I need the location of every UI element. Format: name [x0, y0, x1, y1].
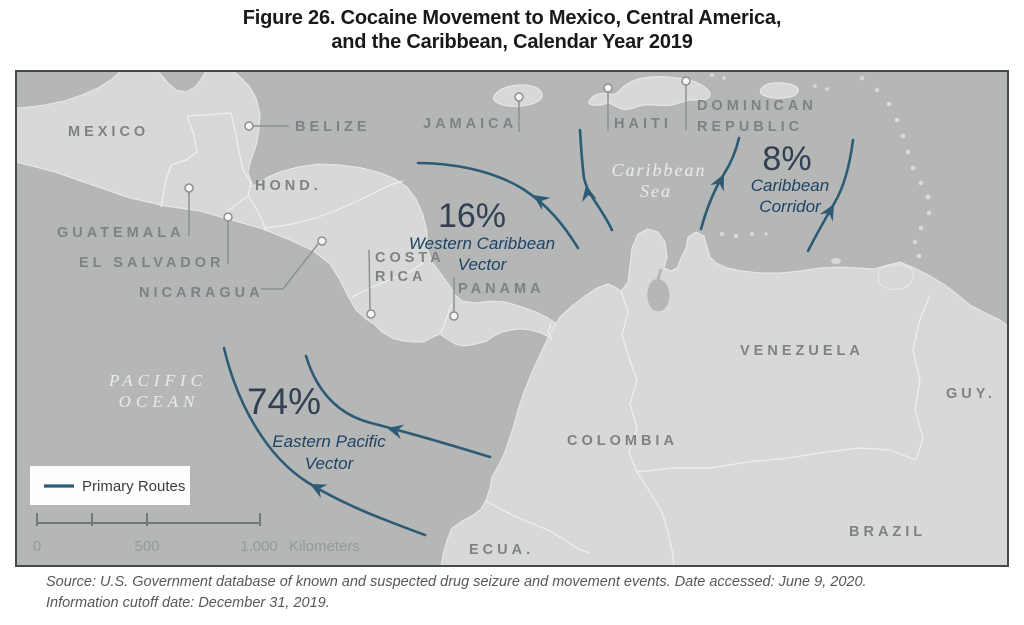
lesser-antilles-islands [710, 73, 932, 264]
point-markers [184, 76, 691, 321]
mexico-central-america-landmass [16, 71, 558, 347]
western-caribbean-name-line2: Vector [458, 255, 508, 274]
label-honduras: HOND. [255, 178, 322, 194]
label-costa-rica-line2: RICA [375, 269, 426, 285]
label-ecuador: ECUA. [469, 542, 534, 558]
country-borders [160, 112, 931, 566]
label-belize: BELIZE [295, 119, 371, 135]
label-pacific-ocean-line1: PACIFIC [108, 371, 207, 390]
primary-routes [222, 128, 855, 537]
route-western-caribbean [416, 161, 580, 250]
western-caribbean-percent: 16% [438, 197, 506, 235]
lake-maracaibo [647, 279, 670, 312]
route-eastern-pacific-2 [304, 354, 492, 459]
figure-title-line1: Figure 26. Cocaine Movement to Mexico, C… [242, 7, 782, 29]
figure-title-line2: and the Caribbean, Calendar Year 2019 [331, 31, 693, 53]
caribbean-corridor-name-line2: Corridor [759, 197, 822, 216]
scale-bar [36, 513, 261, 526]
label-jamaica: JAMAICA [423, 116, 517, 132]
label-mexico: MEXICO [68, 124, 149, 140]
label-panama: PANAMA [458, 281, 545, 297]
leader-lines [188, 85, 687, 312]
label-caribbean-sea-line2: Sea [640, 181, 672, 201]
trinidad-island [877, 264, 914, 291]
eastern-pacific-name-line2: Vector [305, 454, 355, 473]
label-guatemala: GUATEMALA [57, 225, 185, 241]
label-haiti: HAITI [614, 116, 672, 132]
eastern-pacific-name-line1: Eastern Pacific [272, 432, 386, 451]
source-note: Source: U.S. Government database of know… [46, 572, 996, 614]
scale-tick-1000: 1,000 [240, 538, 278, 555]
label-costa-rica-line1: COSTA [375, 250, 445, 266]
label-nicaragua: NICARAGUA [139, 285, 264, 301]
label-el-salvador: EL SALVADOR [79, 255, 225, 271]
south-america-landmass [440, 228, 1008, 566]
scale-tick-500: 500 [134, 538, 159, 555]
caribbean-corridor-percent: 8% [762, 140, 811, 178]
route-arrowheads [310, 174, 834, 498]
legend: Primary Routes [30, 466, 190, 505]
hispaniola-island [588, 76, 711, 110]
eastern-pacific-percent: 74% [247, 381, 321, 422]
legend-label: Primary Routes [82, 478, 185, 495]
label-pacific-ocean-line2: OCEAN [119, 392, 200, 411]
figure-title: Figure 26. Cocaine Movement to Mexico, C… [0, 6, 1024, 54]
label-guyana: GUY. [946, 386, 996, 402]
label-brazil: BRAZIL [849, 524, 926, 540]
puerto-rico-island [759, 82, 799, 99]
label-dominican-republic-line2: REPUBLIC [697, 119, 803, 135]
scale-tick-0: 0 [33, 538, 41, 555]
label-dominican-republic-line1: DOMINICAN [697, 98, 817, 114]
route-windward-passage [578, 128, 614, 232]
caribbean-corridor-name-line1: Caribbean [751, 176, 829, 195]
label-caribbean-sea-line1: Caribbean [611, 160, 706, 180]
western-caribbean-name-line1: Western Caribbean [409, 234, 555, 253]
label-colombia: COLOMBIA [567, 433, 678, 449]
map-canvas: MEXICO BELIZE HOND. GUATEMALA EL SALVADO… [16, 71, 1008, 566]
source-line1: Source: U.S. Government database of know… [46, 574, 867, 590]
label-venezuela: VENEZUELA [740, 343, 864, 359]
scale-unit: Kilometers [289, 538, 360, 555]
source-line2: Information cutoff date: December 31, 20… [46, 595, 330, 611]
route-eastern-pacific-1 [222, 346, 427, 537]
maracaibo-channel [655, 268, 663, 284]
map-frame [15, 70, 1009, 567]
route-caribbean-corridor-2 [806, 138, 855, 253]
